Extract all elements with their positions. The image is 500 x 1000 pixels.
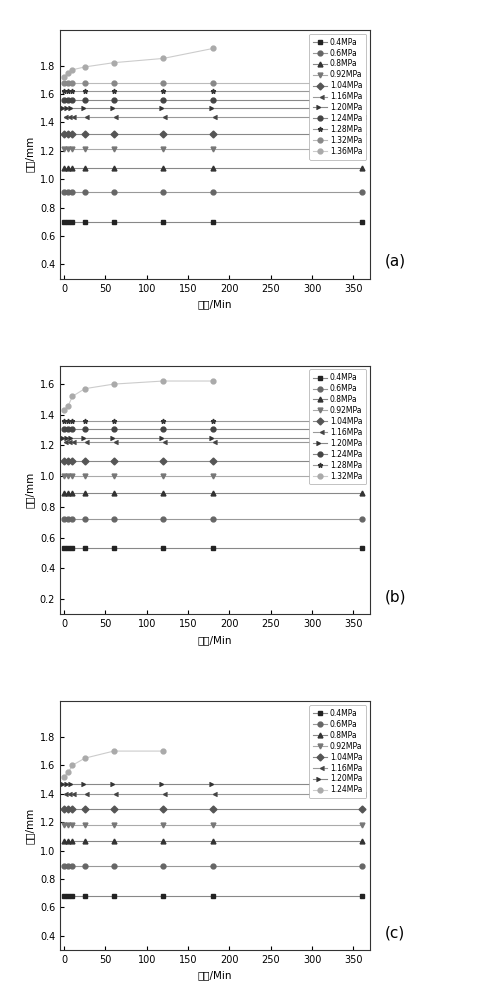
Legend: 0.4MPa, 0.6MPa, 0.8MPa, 0.92MPa, 1.04MPa, 1.16MPa, 1.20MPa, 1.24MPa, 1.28MPa, 1.: 0.4MPa, 0.6MPa, 0.8MPa, 0.92MPa, 1.04MPa… [309,34,366,160]
X-axis label: 时间/Min: 时间/Min [198,970,232,980]
Text: (c): (c) [385,925,405,940]
Legend: 0.4MPa, 0.6MPa, 0.8MPa, 0.92MPa, 1.04MPa, 1.16MPa, 1.20MPa, 1.24MPa, 1.28MPa, 1.: 0.4MPa, 0.6MPa, 0.8MPa, 0.92MPa, 1.04MPa… [309,369,366,484]
X-axis label: 时间/Min: 时间/Min [198,635,232,645]
Text: (a): (a) [384,254,406,269]
Text: (b): (b) [384,589,406,604]
Y-axis label: 位移/mm: 位移/mm [24,808,34,844]
Legend: 0.4MPa, 0.6MPa, 0.8MPa, 0.92MPa, 1.04MPa, 1.16MPa, 1.20MPa, 1.24MPa: 0.4MPa, 0.6MPa, 0.8MPa, 0.92MPa, 1.04MPa… [309,705,366,798]
Y-axis label: 位移/mm: 位移/mm [24,136,34,172]
Y-axis label: 位移/mm: 位移/mm [24,472,34,508]
X-axis label: 时间/Min: 时间/Min [198,299,232,309]
